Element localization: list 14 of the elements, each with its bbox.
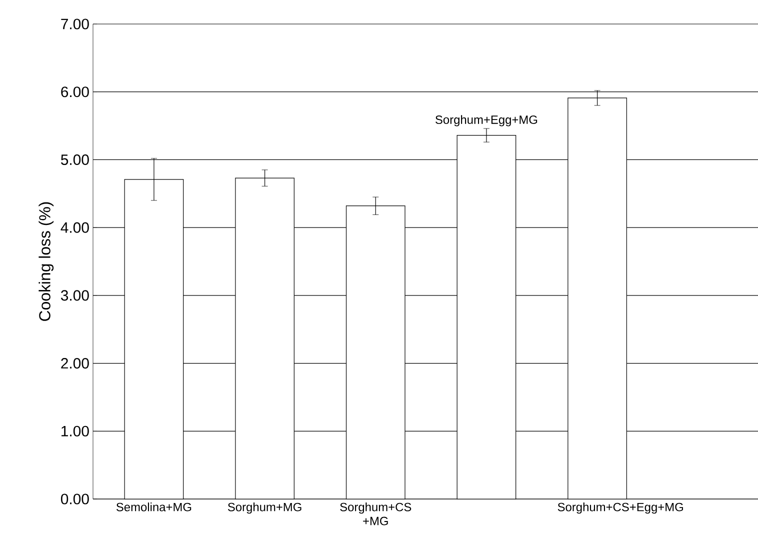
x-tick-label: Sorghum+CS+Egg+MG	[558, 502, 683, 514]
y-tick-label: 3.00	[60, 290, 89, 301]
y-tick-label: 0.00	[60, 494, 89, 504]
y-tick-label: 5.00	[60, 154, 89, 165]
y-tick-label: 7.00	[61, 18, 89, 30]
x-tick-label: Sorghum+CS +MG	[340, 502, 412, 526]
y-tick-label: 4.00	[60, 222, 89, 233]
x-tick-label: Semolina+MG	[116, 502, 192, 512]
y-tick-label: 2.00	[61, 358, 89, 369]
y-tick-label: 6.00	[61, 86, 89, 98]
y-tick-label: 1.00	[62, 426, 89, 436]
y-axis-title: Cooking loss (%)	[38, 202, 54, 321]
annotation: Sorghum+Egg+MG	[436, 115, 538, 126]
x-tick-label: Sorghum+MG	[228, 502, 302, 514]
